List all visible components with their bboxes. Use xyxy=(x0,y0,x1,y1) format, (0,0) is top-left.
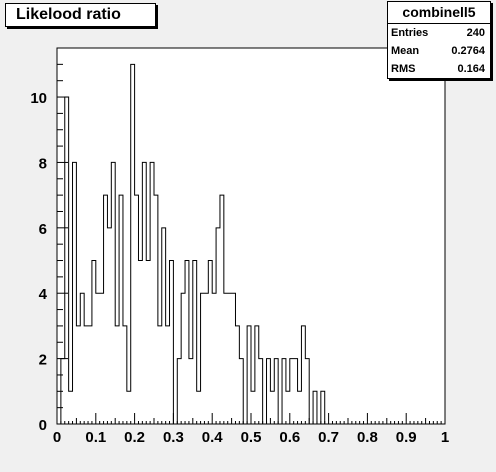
stats-box: combinell5 Entries 240 Mean 0.2764 RMS 0… xyxy=(387,1,491,79)
x-tick-label: 0 xyxy=(53,429,61,446)
x-tick-label: 0.7 xyxy=(318,429,339,446)
stats-label: Entries xyxy=(391,27,429,39)
stats-label: RMS xyxy=(391,63,416,75)
x-tick-label: 0.4 xyxy=(202,429,224,446)
y-tick-label: 8 xyxy=(39,155,47,172)
x-tick-label: 0.2 xyxy=(124,429,145,446)
stats-label: Mean xyxy=(391,45,420,57)
histogram-series-line xyxy=(57,63,445,425)
y-tick-label: 4 xyxy=(39,286,48,303)
stats-value: 0.2764 xyxy=(451,45,485,57)
stats-row-entries: Entries 240 xyxy=(388,24,490,42)
stats-row-rms: RMS 0.164 xyxy=(388,60,490,78)
x-tick-label: 0.8 xyxy=(357,429,378,446)
y-tick-label: 0 xyxy=(39,417,47,434)
chart-title: Likelood ratio xyxy=(16,6,121,23)
x-tick-label: 0.9 xyxy=(396,429,417,446)
x-tick-label: 0.3 xyxy=(163,429,184,446)
x-axis: 0 0.1 0.2 0.3 0.4 0.5 0.6 0.7 0.8 0.9 1 xyxy=(53,413,449,446)
x-tick-label: 0.5 xyxy=(241,429,262,446)
stats-value: 0.164 xyxy=(457,63,485,75)
x-tick-label: 1 xyxy=(441,429,449,446)
y-tick-label: 6 xyxy=(39,221,47,238)
x-tick-label: 0.1 xyxy=(85,429,106,446)
chart-title-box: Likelood ratio xyxy=(5,3,156,27)
stats-histogram-name: combinell5 xyxy=(388,2,490,24)
stats-row-mean: Mean 0.2764 xyxy=(388,42,490,60)
x-tick-label: 0.6 xyxy=(279,429,300,446)
y-axis: 0 2 4 6 8 10 xyxy=(30,47,68,434)
stats-value: 240 xyxy=(466,27,485,39)
y-tick-label: 2 xyxy=(39,352,47,369)
y-tick-label: 10 xyxy=(30,90,47,107)
